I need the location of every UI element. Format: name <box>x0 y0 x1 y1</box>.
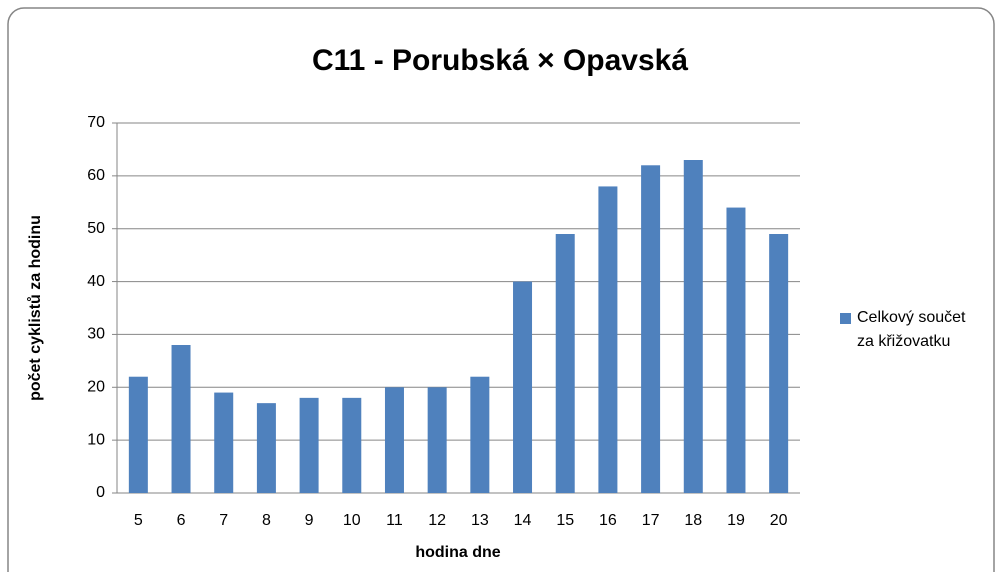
x-tick-label: 12 <box>428 512 446 529</box>
bar <box>214 392 234 493</box>
x-tick-label: 13 <box>471 512 489 529</box>
bar <box>641 165 661 494</box>
x-tick-label: 14 <box>514 512 532 529</box>
bar <box>256 403 276 493</box>
bar <box>769 234 789 493</box>
y-tick-label: 70 <box>87 114 105 131</box>
x-tick-label: 19 <box>727 512 745 529</box>
bar <box>128 376 148 493</box>
x-tick-label: 17 <box>642 512 660 529</box>
legend-swatch <box>840 313 851 324</box>
bar <box>342 397 362 493</box>
bar <box>299 397 319 493</box>
x-tick-label: 9 <box>305 512 314 529</box>
bar <box>726 207 746 494</box>
legend: Celkový součet za křižovatku <box>840 306 980 354</box>
x-tick-label: 11 <box>386 512 403 529</box>
bar <box>171 345 191 493</box>
y-tick-label: 0 <box>96 484 105 501</box>
x-tick-label: 15 <box>556 512 574 529</box>
bar <box>513 281 533 493</box>
x-tick-label: 6 <box>177 512 186 529</box>
bar <box>384 387 404 493</box>
x-tick-label: 10 <box>343 512 361 529</box>
legend-label: Celkový součet za křižovatku <box>857 309 966 350</box>
x-tick-label: 16 <box>599 512 617 529</box>
bar <box>470 376 490 493</box>
x-tick-label: 18 <box>684 512 702 529</box>
bar <box>598 186 618 493</box>
y-tick-label: 30 <box>87 326 105 343</box>
y-axis-label: počet cyklistů za hodinu <box>27 215 44 401</box>
y-tick-label: 20 <box>87 379 105 396</box>
x-axis-label: hodina dne <box>415 544 500 561</box>
chart-title: C11 - Porubská × Opavská <box>312 44 688 77</box>
y-tick-label: 40 <box>87 273 105 290</box>
chart-frame <box>7 7 995 572</box>
y-tick-label: 60 <box>87 167 105 184</box>
bar <box>555 234 575 493</box>
x-tick-label: 8 <box>262 512 271 529</box>
bar <box>427 387 447 493</box>
y-tick-label: 10 <box>87 431 105 448</box>
bar <box>683 160 703 493</box>
x-tick-label: 7 <box>219 512 228 529</box>
x-tick-label: 20 <box>770 512 788 529</box>
x-tick-label: 5 <box>134 512 143 529</box>
y-tick-label: 50 <box>87 220 105 237</box>
